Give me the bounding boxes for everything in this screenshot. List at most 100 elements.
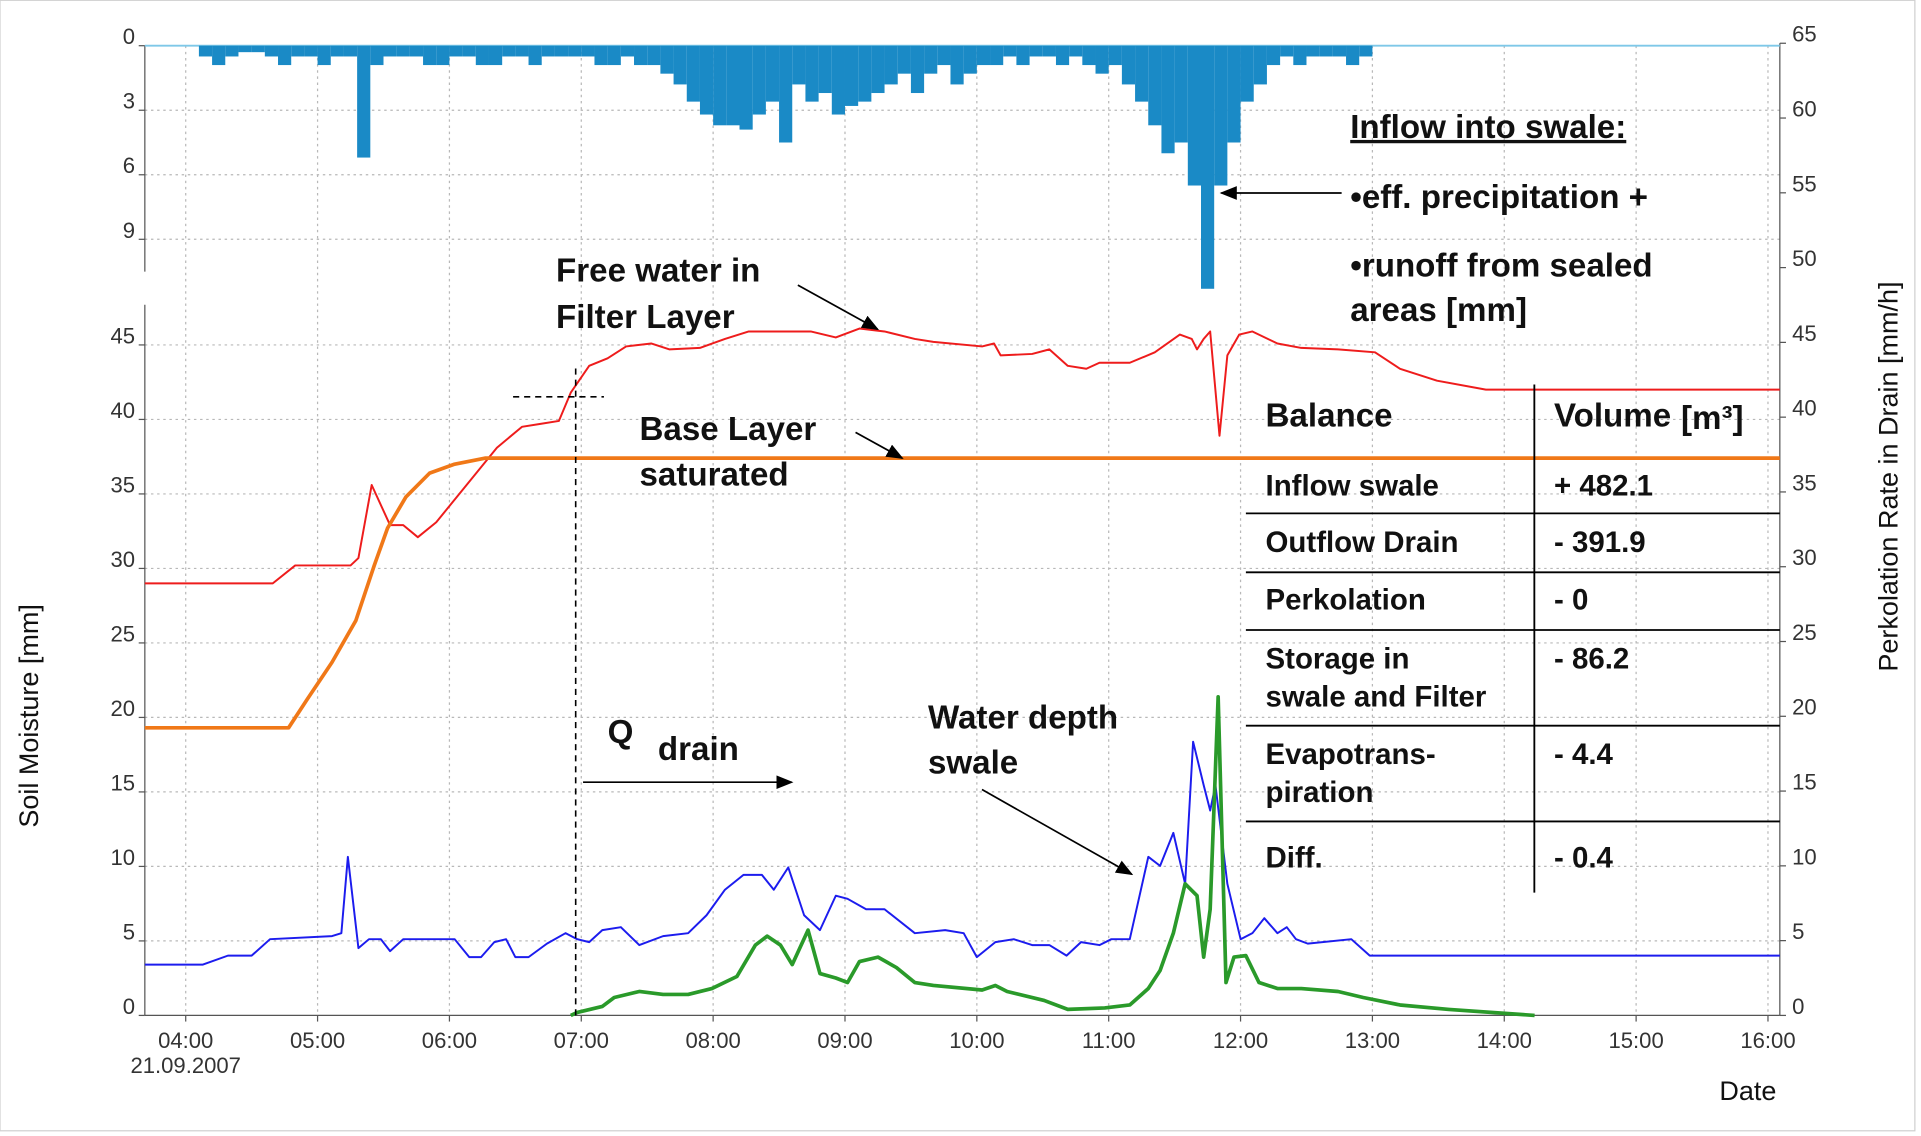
precipitation-bar bbox=[752, 45, 766, 115]
precipitation-bar bbox=[1214, 45, 1228, 186]
precipitation-bar bbox=[370, 45, 384, 66]
precipitation-bar bbox=[568, 45, 582, 57]
y-tick-label: 40 bbox=[110, 398, 135, 423]
y-tick-label: 35 bbox=[110, 472, 135, 497]
y-tick-label: 3 bbox=[123, 89, 135, 114]
table-cell: Storage in bbox=[1266, 642, 1410, 675]
x-tick-label: 13:00 bbox=[1345, 1028, 1400, 1053]
precipitation-bar bbox=[1306, 45, 1320, 57]
precipitation-bar bbox=[251, 45, 265, 53]
arrow bbox=[797, 284, 880, 331]
precipitation-bar bbox=[1253, 45, 1267, 85]
y-tick-label: 6 bbox=[123, 153, 135, 178]
table-cell: - 0 bbox=[1554, 584, 1588, 617]
annotation: Filter Layer bbox=[556, 299, 735, 336]
precipitation-bar bbox=[1108, 45, 1122, 66]
precipitation-bar bbox=[554, 45, 569, 57]
precipitation-bar bbox=[1174, 45, 1188, 143]
precipitation-bar bbox=[884, 45, 898, 85]
table-cell: - 4.4 bbox=[1554, 738, 1614, 771]
precipitation-bar bbox=[726, 45, 740, 126]
precipitation-bar bbox=[699, 45, 714, 115]
precipitation-bar bbox=[502, 45, 516, 57]
precipitation-bar bbox=[818, 45, 832, 94]
precipitation-bar bbox=[1029, 45, 1043, 57]
arrow bbox=[981, 788, 1134, 876]
y2-tick-label: 15 bbox=[1792, 770, 1817, 795]
x-axis-label: Date bbox=[1719, 1076, 1776, 1106]
precipitation-bar bbox=[436, 45, 450, 66]
table-unit: [m³] bbox=[1681, 400, 1744, 437]
y-tick-label: 20 bbox=[110, 696, 135, 721]
table-cell: - 391.9 bbox=[1554, 526, 1646, 559]
precipitation-bar bbox=[660, 45, 674, 74]
precipitation-bar bbox=[1148, 45, 1162, 126]
x-tick-label: 07:00 bbox=[554, 1028, 609, 1053]
y-tick-label: 0 bbox=[123, 994, 135, 1019]
y2-tick-label: 25 bbox=[1792, 620, 1817, 645]
precipitation-bar bbox=[739, 45, 753, 130]
precipitation-bar bbox=[488, 45, 503, 66]
annotation: drain bbox=[658, 731, 739, 768]
table-cell: Perkolation bbox=[1266, 584, 1426, 617]
precipitation-bar bbox=[1161, 45, 1175, 154]
series-line bbox=[144, 740, 1780, 966]
y-tick-label: 0 bbox=[123, 24, 135, 49]
y2-axis-label: Perkolation Rate in Drain [mm/h] bbox=[1873, 281, 1903, 671]
precipitation-bar bbox=[330, 45, 344, 57]
x-tick-label: 10:00 bbox=[949, 1028, 1004, 1053]
table-cell: Evapotrans- bbox=[1266, 738, 1436, 771]
precipitation-bar bbox=[713, 45, 727, 126]
precipitation-bar bbox=[1095, 45, 1109, 74]
precipitation-bar bbox=[844, 45, 859, 106]
precipitation-bar bbox=[1332, 45, 1347, 57]
precipitation-bar bbox=[1121, 45, 1136, 85]
annotation: swale bbox=[928, 745, 1018, 782]
precipitation-bar bbox=[1227, 45, 1241, 143]
precipitation-bar bbox=[647, 45, 661, 66]
table-cell: - 86.2 bbox=[1554, 642, 1629, 675]
x-tick-label: 04:00 bbox=[158, 1028, 213, 1053]
precipitation-bar bbox=[1135, 45, 1149, 102]
precipitation-bar bbox=[1042, 45, 1056, 57]
precipitation-bar bbox=[1240, 45, 1254, 102]
precipitation-bar bbox=[871, 45, 885, 94]
precipitation-bar bbox=[897, 45, 911, 74]
precipitation-bar bbox=[409, 45, 424, 57]
precipitation-bar bbox=[528, 45, 542, 66]
x-tick-label: 12:00 bbox=[1213, 1028, 1268, 1053]
precipitation-bar bbox=[198, 45, 213, 57]
precipitation-bar bbox=[515, 45, 529, 57]
y-tick-label: 9 bbox=[123, 218, 135, 243]
y-tick-label: 45 bbox=[110, 323, 135, 348]
precipitation-bar bbox=[541, 45, 555, 57]
precipitation-bar bbox=[831, 45, 845, 115]
precipitation-bar bbox=[686, 45, 700, 102]
arrow bbox=[855, 431, 904, 459]
precipitation-bar bbox=[594, 45, 608, 66]
precipitation-bar bbox=[805, 45, 819, 102]
x-tick-label: 16:00 bbox=[1740, 1028, 1795, 1053]
series-line bbox=[570, 695, 1535, 1018]
precipitation-bar bbox=[963, 45, 977, 74]
table-header: Balance bbox=[1266, 397, 1393, 434]
annotation: •runoff from sealed bbox=[1350, 248, 1652, 285]
table-cell: swale and Filter bbox=[1266, 681, 1487, 714]
y2-tick-label: 5 bbox=[1792, 919, 1804, 944]
precipitation-bar bbox=[1293, 45, 1307, 66]
precipitation-bar bbox=[1200, 45, 1215, 289]
precipitation-bar bbox=[1016, 45, 1030, 66]
precipitation-bar bbox=[990, 45, 1004, 66]
series-line bbox=[144, 327, 1780, 585]
x-tick-label: 09:00 bbox=[817, 1028, 872, 1053]
table-cell: Outflow Drain bbox=[1266, 526, 1459, 559]
y2-tick-label: 40 bbox=[1792, 396, 1817, 421]
y2-tick-label: 60 bbox=[1792, 96, 1817, 121]
precipitation-bar bbox=[225, 45, 239, 57]
table-cell: piration bbox=[1266, 776, 1374, 809]
precipitation-bar bbox=[950, 45, 964, 85]
precipitation-bar bbox=[475, 45, 489, 66]
precipitation-bar bbox=[779, 45, 793, 143]
